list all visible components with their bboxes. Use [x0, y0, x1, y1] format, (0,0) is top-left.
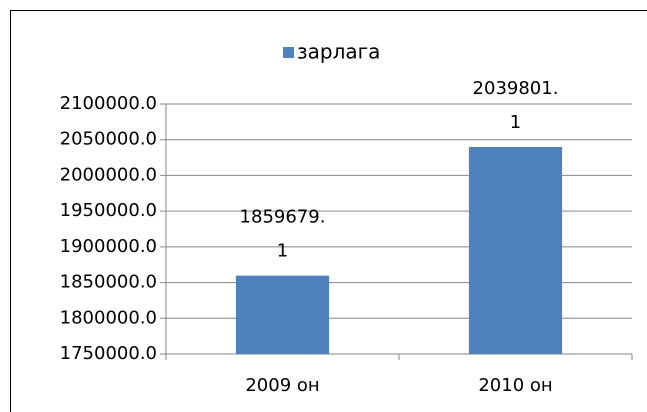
- legend-label: зарлага: [297, 40, 380, 64]
- y-tick-label: 2050000.0: [60, 129, 157, 150]
- bar: [235, 275, 330, 354]
- y-tick-label: 1950000.0: [60, 200, 157, 221]
- y-tick-label: 1850000.0: [60, 272, 157, 293]
- bar: [468, 146, 563, 354]
- data-label: 1859679. 1: [240, 207, 326, 262]
- y-tick-label: 2000000.0: [60, 164, 157, 185]
- y-tick-label: 1800000.0: [60, 307, 157, 328]
- x-tick-label: 2009 он: [245, 375, 319, 396]
- y-tick-label: 2100000.0: [60, 93, 157, 114]
- y-tick-label: 1750000.0: [60, 343, 157, 364]
- x-tick-label: 2010 он: [478, 375, 552, 396]
- y-tick-label: 1900000.0: [60, 236, 157, 257]
- legend-swatch: [283, 47, 294, 58]
- data-label: 2039801. 1: [473, 78, 559, 133]
